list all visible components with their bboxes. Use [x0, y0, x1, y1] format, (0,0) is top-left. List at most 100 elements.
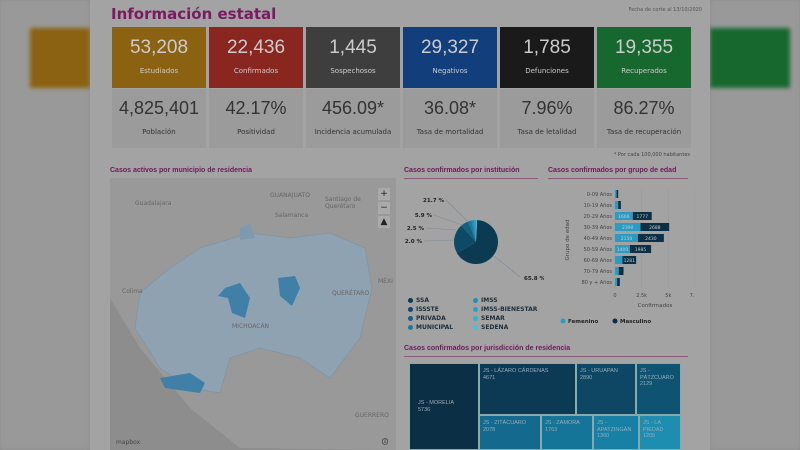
bar-femenino — [615, 267, 619, 275]
cell-value: 1360 — [597, 433, 610, 439]
bar-masculino — [617, 278, 620, 286]
pie-value-label: 5.9 % — [415, 213, 433, 219]
stat-card: 7.96% Tasa de letalidad — [500, 89, 594, 148]
x-tick-label: 5k — [665, 293, 671, 299]
metric-value: 1,785 — [523, 37, 571, 58]
jurisdiction-treemap: JS - MORELIA 5736 JS - LÁZARO CÁRDENAS 4671… — [409, 363, 681, 450]
municipality[interactable] — [240, 223, 255, 240]
pie-value-label: 2.5 % — [407, 226, 425, 232]
y-axis-label: Grupo de edad — [565, 220, 571, 261]
metric-label: Sospechosos — [330, 67, 376, 75]
bar-masculino — [629, 245, 652, 253]
bar-femenino — [615, 234, 638, 242]
stat-value: 456.09* — [321, 98, 385, 118]
bar-femenino — [615, 201, 619, 209]
bar-femenino — [615, 245, 630, 253]
x-tick-label: 7.5k — [690, 293, 695, 299]
treemap-cell[interactable]: JS - APATZINGÁN 1360 — [593, 415, 639, 450]
treemap-cell[interactable]: JS - LÁZARO CÁRDENAS 4671 — [479, 363, 576, 415]
metric-tile-recuperados: 19,355 Recuperados — [597, 27, 691, 88]
legend-label: MUNICIPAL — [416, 324, 454, 331]
cutoff-date: Fecha de corte al 13/10/2020 — [628, 7, 702, 13]
page-title: Información estatal — [111, 5, 277, 23]
bar-value-label: 1777 — [637, 214, 649, 220]
x-axis-label: Confirmados — [638, 303, 673, 309]
compass-button[interactable]: ▲ — [378, 216, 390, 228]
zoom-in-button[interactable]: + — [378, 188, 390, 200]
legend-item[interactable]: MUNICIPAL — [408, 323, 453, 332]
mapbox-logo: mapbox — [116, 439, 141, 446]
legend-item[interactable]: IMSS — [473, 296, 537, 305]
stat-label: Positividad — [237, 128, 275, 136]
ocean-shape — [110, 298, 396, 450]
cell-name: JS - LÁZARO CÁRDENAS — [483, 368, 549, 374]
pie-value-label: 21.7 % — [423, 198, 444, 204]
stat-value: 42.17% — [225, 98, 287, 118]
footnote: * Por cada 100,000 habitantes — [613, 152, 690, 158]
map-label: GUANAJUATO — [270, 192, 310, 199]
bar-value-label: 1400 — [617, 247, 629, 253]
legend-item[interactable]: IMSS-BIENESTAR — [473, 305, 537, 314]
cell-name: JS - URUAPAN — [580, 368, 618, 374]
metric-label: Confirmados — [233, 67, 279, 75]
stat-value: 7.96% — [521, 98, 573, 118]
legend-item[interactable]: SSA — [408, 296, 453, 305]
bar-femenino — [615, 278, 618, 286]
y-tick-label: 0-09 Años — [587, 192, 613, 198]
pie-slice-privada — [461, 221, 476, 242]
highlighted-municipality[interactable] — [218, 283, 250, 318]
metric-value: 19,355 — [614, 37, 674, 58]
municipality-map[interactable]: GUANAJUATO Guadalajara Santiago de Queré… — [110, 178, 396, 450]
treemap-cell[interactable]: JS - ZAMORA 1763 — [541, 415, 593, 450]
legend-dot-icon — [408, 307, 413, 312]
legend-item[interactable]: ISSSTE — [408, 305, 453, 314]
treemap-cell[interactable]: JS - URUAPAN 2890 — [576, 363, 636, 415]
map-label: Guadalajara — [135, 200, 172, 207]
cell-name: JS - PÁTZCUARO — [640, 368, 674, 381]
institution-pie-chart: 65.8 % 21.7 % 5.9 % 2.5 % 2.0 % — [405, 198, 544, 282]
metric-tile-confirmados: 22,436 Confirmados — [209, 27, 303, 88]
legend-item[interactable]: SEMAR — [473, 314, 537, 323]
metric-value: 22,436 — [226, 37, 286, 58]
cell-name: JS - APATZINGÁN — [597, 420, 632, 433]
treemap-cell[interactable]: JS - ZITÁCUARO 2078 — [479, 415, 541, 450]
legend-item[interactable]: PRIVADA — [408, 314, 453, 323]
legend-dot-icon — [408, 298, 413, 303]
highlighted-municipality[interactable] — [160, 373, 205, 393]
stat-card: 456.09* Incidencia acumulada — [306, 89, 400, 148]
metric-label: Negativos — [432, 67, 468, 75]
background-tile — [710, 28, 790, 88]
state-info-panel: Información estatal Fecha de corte al 13… — [90, 0, 710, 450]
metric-label: Estudiados — [139, 67, 179, 75]
bar-value-label: 2430 — [645, 236, 657, 242]
map-label: Santiago de Querétaro — [325, 196, 361, 210]
bar-value-label: 1985 — [635, 247, 647, 253]
pie-slice-ssa — [456, 220, 498, 264]
institution-chart-title: Casos confirmados por institución — [404, 166, 538, 179]
legend-dot-icon — [612, 318, 618, 324]
age-chart-title: Casos confirmados por grupo de edad — [548, 166, 688, 179]
y-tick-label: 40-49 Años — [584, 236, 613, 242]
pie-slice-semar — [475, 220, 477, 242]
info-icon[interactable]: ⓘ — [381, 439, 388, 446]
stat-value: 4,825,401 — [118, 98, 200, 118]
stat-label: Tasa de mortalidad — [416, 128, 484, 136]
stat-card: 42.17% Positividad — [209, 89, 303, 148]
treemap-cell[interactable]: JS - LA PIEDAD 1205 — [639, 415, 681, 450]
pie-value-label: 2.0 % — [405, 239, 423, 245]
treemap-cell[interactable]: JS - PÁTZCUARO 2129 — [636, 363, 681, 415]
highlighted-municipality[interactable] — [278, 276, 300, 306]
jurisdiction-chart-title: Casos confirmados por jurisdicción de re… — [404, 344, 688, 357]
pie-slice-municipal — [468, 220, 476, 242]
leader-line — [423, 239, 455, 242]
map-label: GUERRERO — [355, 412, 389, 419]
zoom-out-button[interactable]: − — [378, 202, 390, 214]
metric-label: Recuperados — [621, 67, 667, 75]
stat-value: 86.27% — [613, 98, 675, 118]
treemap-cell[interactable]: JS - MORELIA 5736 — [409, 363, 479, 450]
metric-tile-estudiados: 53,208 Estudiados — [112, 27, 206, 88]
background-blur-right — [710, 0, 800, 450]
bar-femenino — [615, 212, 633, 220]
bar-masculino — [622, 256, 637, 264]
legend-item[interactable]: SEDENA — [473, 323, 537, 332]
